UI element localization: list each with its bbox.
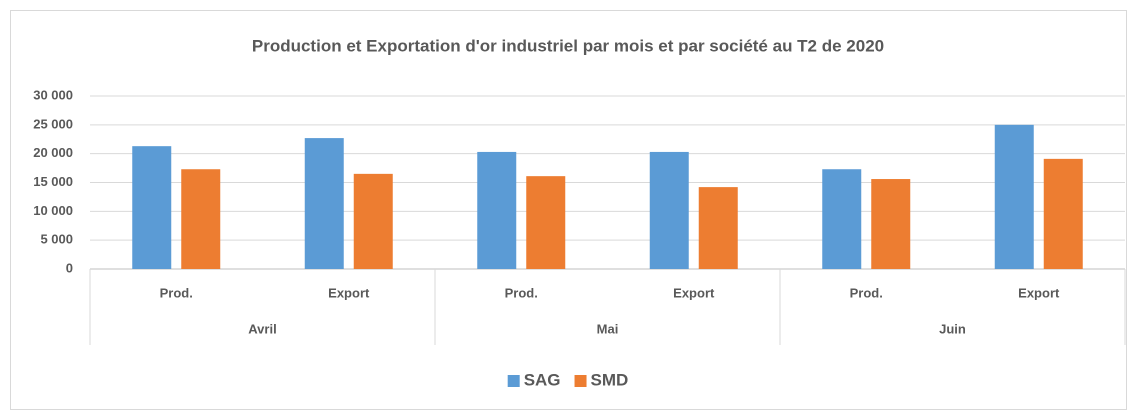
- x-tick-label: Prod.: [160, 285, 193, 300]
- bar: [477, 151, 517, 269]
- bar: [649, 151, 689, 269]
- chart-border: [10, 10, 1127, 410]
- x-tick-label: Export: [1018, 285, 1060, 300]
- group-label: Avril: [248, 321, 276, 336]
- bar: [526, 176, 566, 269]
- bar: [304, 138, 344, 269]
- y-tick-label: 5 000: [40, 232, 73, 247]
- bar: [1043, 158, 1083, 269]
- x-tick-label: Export: [328, 285, 370, 300]
- bar: [132, 146, 172, 269]
- chart-title: Production et Exportation d'or industrie…: [252, 36, 884, 55]
- legend-label: SAG: [524, 370, 561, 389]
- bar: [994, 124, 1034, 269]
- bar: [871, 179, 911, 269]
- legend-swatch: [507, 375, 520, 387]
- y-tick-label: 0: [66, 260, 73, 275]
- x-tick-label: Export: [673, 285, 715, 300]
- legend-swatch: [574, 375, 587, 387]
- bar: [822, 169, 862, 269]
- x-tick-label: Prod.: [505, 285, 538, 300]
- y-tick-label: 20 000: [33, 145, 73, 160]
- y-tick-label: 10 000: [33, 203, 73, 218]
- y-tick-label: 25 000: [33, 116, 73, 131]
- y-tick-label: 15 000: [33, 174, 73, 189]
- y-tick-label: 30 000: [33, 87, 73, 102]
- x-tick-label: Prod.: [850, 285, 883, 300]
- group-label: Juin: [939, 321, 966, 336]
- group-label: Mai: [597, 321, 619, 336]
- legend-label: SMD: [591, 370, 629, 389]
- bar: [353, 173, 393, 269]
- bar: [181, 169, 221, 269]
- bar: [698, 187, 738, 269]
